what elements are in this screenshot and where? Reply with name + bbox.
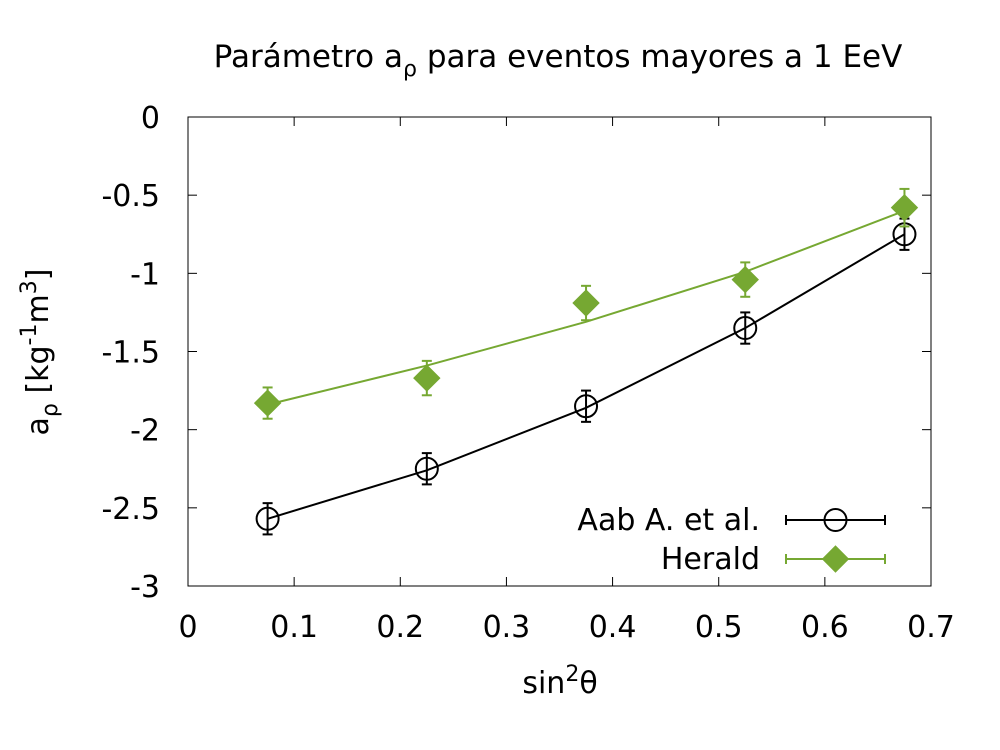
y-axis-ticks: 0 -0.5 -1 -1.5 -2 -2.5 -3 [101, 101, 931, 605]
legend-label-series-2: Herald [661, 542, 760, 577]
y-tick-label: 0 [141, 101, 160, 136]
data-point [890, 193, 919, 222]
series-2 [253, 187, 919, 420]
y-tick-label: -1 [130, 257, 160, 292]
series-1 [255, 217, 917, 536]
data-point [733, 316, 758, 341]
y-tick-label: -2 [130, 414, 160, 449]
x-tick-label: 0.6 [801, 610, 849, 645]
x-tick-label: 0.7 [907, 610, 955, 645]
legend-label-series-1: Aab A. et al. [577, 503, 760, 538]
series-layer [253, 187, 919, 536]
y-tick-label: -1.5 [101, 336, 160, 371]
x-tick-label: 0 [178, 610, 197, 645]
x-tick-label: 0.5 [695, 610, 743, 645]
data-point [413, 364, 441, 392]
plot-frame [187, 116, 932, 587]
y-tick-label: -2.5 [101, 492, 160, 527]
legend-marker [821, 545, 850, 573]
x-tick-label: 0.1 [270, 610, 318, 645]
data-point [255, 506, 280, 531]
data-point [731, 265, 759, 294]
chart-title: Parámetro aρ para eventos mayores a 1 Ee… [214, 39, 903, 82]
x-tick-label: 0.4 [589, 610, 637, 645]
data-point [572, 289, 600, 317]
legend-key-series-1 [785, 508, 886, 532]
fit-line [267, 233, 905, 520]
y-tick-label: -3 [130, 570, 160, 605]
legend: Aab A. et al. Herald [577, 503, 886, 577]
legend-marker [823, 508, 848, 532]
y-axis-label: aρ [kg-1m3] [17, 269, 63, 436]
x-tick-label: 0.2 [376, 610, 424, 645]
legend-key-series-2 [785, 545, 886, 573]
x-axis-label: sin2θ [522, 662, 597, 701]
data-point [414, 456, 439, 481]
fit-line [267, 209, 905, 406]
x-tick-label: 0.3 [483, 610, 531, 645]
data-point [253, 389, 282, 417]
x-axis-ticks: 0 0.1 0.2 0.3 0.4 0.5 0.6 0.7 [178, 117, 955, 645]
data-point [574, 394, 599, 419]
y-tick-label: -0.5 [101, 179, 160, 214]
